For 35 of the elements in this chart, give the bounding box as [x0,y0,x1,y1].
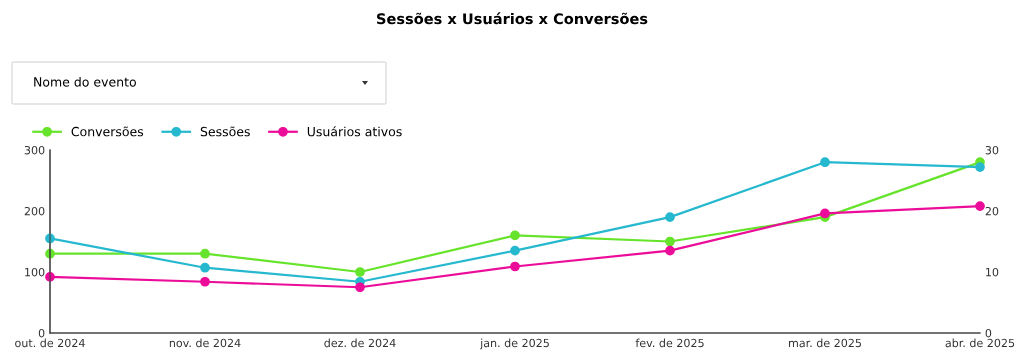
y-tick-label: 300 [24,145,45,155]
point [200,276,210,287]
point [510,245,520,256]
y2-tick-label: 20 [985,206,999,216]
chart-title: Sessões x Usuários x Conversões [377,12,648,25]
legend-label: Sessões [200,126,250,137]
point [510,261,520,272]
x-tick-label: mar. de 2025 [789,338,861,348]
point [355,282,365,293]
point [665,212,675,222]
point [975,162,985,172]
x-tick-label: dez. de 2024 [324,338,396,348]
point [355,267,365,277]
text: Nome do evento [34,76,136,87]
y2-tick-label: 30 [985,145,999,155]
x-tick-label: abr. de 2025 [945,338,1015,348]
y2-tick-label: 0 [985,328,992,338]
point [200,248,210,259]
y-tick-label: 0 [38,328,45,338]
x-tick-label: nov. de 2024 [169,338,241,348]
point [820,208,830,219]
point [665,245,675,256]
y-tick-label: 200 [24,206,45,216]
point [820,157,830,168]
x-tick-label: out. de 2024 [15,338,85,348]
legend-label: Conversões [71,126,144,137]
y-tick-label: 100 [25,267,45,277]
legend-label: Usuários ativos [307,126,402,137]
point [200,262,210,273]
point [665,236,675,247]
y2-tick-label: 10 [986,267,999,277]
x-tick-label: fev. de 2025 [635,338,704,348]
point [975,201,985,211]
point [510,230,520,241]
x-tick-label: jan. de 2025 [479,338,549,350]
